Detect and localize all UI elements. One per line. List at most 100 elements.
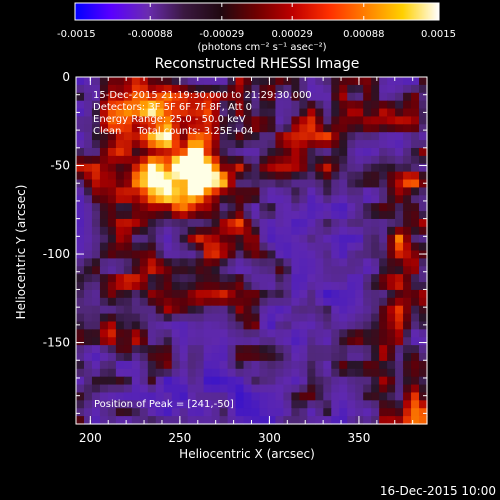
heatmap-cell — [115, 392, 125, 401]
heatmap-cell — [419, 242, 428, 252]
heatmap-cell — [235, 345, 245, 354]
heatmap-cell — [91, 84, 101, 94]
heatmap-cell — [147, 360, 157, 370]
heatmap-cell — [379, 155, 388, 165]
heatmap-cell — [259, 384, 269, 394]
heatmap-cell — [107, 337, 117, 346]
heatmap-cell — [219, 408, 229, 417]
heatmap-cell — [299, 345, 308, 354]
heatmap-cell — [395, 92, 404, 102]
colorbar-ticks: -0.0015 -0.00088 -0.00029 0.00029 0.00088 0.0… — [57, 3, 456, 40]
colorbar-tick-label: -0.00088 — [128, 29, 173, 40]
y-axis-ticks: 0-50-100-150 — [43, 70, 427, 414]
heatmap-cell — [387, 360, 396, 370]
heatmap-cell — [219, 163, 229, 173]
heatmap-cell — [203, 211, 213, 220]
heatmap-cell — [371, 171, 380, 181]
heatmap-cell — [411, 384, 420, 394]
heatmap-cell — [355, 376, 364, 386]
heatmap-cell — [299, 140, 308, 149]
heatmap-cell — [411, 84, 420, 94]
heatmap-cell — [99, 140, 109, 149]
heatmap-cell — [371, 360, 380, 370]
heatmap-cell — [195, 368, 205, 378]
heatmap-cell — [347, 132, 356, 141]
heatmap-cell — [307, 179, 316, 189]
heatmap-cell — [131, 211, 141, 220]
heatmap-cell — [387, 171, 396, 181]
heatmap-cell — [275, 187, 285, 196]
heatmap-cell — [147, 179, 157, 189]
heatmap-cell — [227, 132, 237, 141]
heatmap-cell — [131, 416, 141, 425]
heatmap-cell — [227, 345, 237, 354]
heatmap-cell — [139, 187, 149, 196]
heatmap-cell — [355, 305, 364, 315]
heatmap-cell — [251, 258, 261, 267]
heatmap-cell — [307, 108, 316, 118]
heatmap-cell — [339, 266, 348, 275]
heatmap-cell — [91, 155, 101, 165]
heatmap-cell — [259, 108, 269, 118]
heatmap-cell — [259, 84, 269, 94]
heatmap-cell — [107, 242, 117, 252]
heatmap-cell — [107, 155, 117, 165]
heatmap-cell — [363, 163, 372, 173]
heatmap-cell — [347, 282, 356, 291]
heatmap-cell — [203, 163, 213, 173]
heatmap-cell — [243, 77, 253, 86]
heatmap-cell — [403, 140, 412, 149]
heatmap-cell — [195, 171, 205, 181]
heatmap-cell — [163, 218, 173, 228]
heatmap-cell — [419, 171, 428, 181]
heatmap-cell — [323, 353, 332, 362]
heatmap-cell — [267, 345, 277, 354]
heatmap-cell — [315, 140, 324, 149]
heatmap-cell — [267, 258, 277, 267]
heatmap-cell — [195, 297, 205, 307]
heatmap-cell — [419, 289, 428, 299]
heatmap-cell — [387, 321, 396, 330]
heatmap-cell — [91, 171, 101, 181]
heatmap-cell — [235, 376, 245, 386]
heatmap-cell — [331, 92, 340, 102]
heatmap-cell — [83, 179, 93, 189]
heatmap-cell — [243, 250, 253, 259]
heatmap-cell — [131, 368, 141, 378]
heatmap-cell — [411, 211, 420, 220]
heatmap-cell — [411, 313, 420, 323]
heatmap-cell — [331, 234, 340, 244]
heatmap-cell — [91, 297, 101, 307]
heatmap-cell — [379, 266, 388, 275]
heatmap-cell — [107, 360, 117, 370]
heatmap-cell — [195, 124, 205, 133]
heatmap-cell — [379, 258, 388, 267]
heatmap-cell — [91, 408, 101, 417]
heatmap-cell — [235, 179, 245, 189]
heatmap-cell — [339, 84, 348, 94]
heatmap-cell — [315, 345, 324, 354]
heatmap-cell — [347, 345, 356, 354]
heatmap-cell — [379, 242, 388, 252]
heatmap-cell — [395, 242, 404, 252]
heatmap-cell — [243, 337, 253, 346]
heatmap-cell — [323, 313, 332, 323]
heatmap-cell — [371, 179, 380, 189]
heatmap-cell — [259, 203, 269, 212]
heatmap-cell — [291, 329, 300, 338]
heatmap-cell — [387, 329, 396, 338]
heatmap-cell — [387, 392, 396, 401]
heatmap-cell — [379, 400, 388, 409]
heatmap-cell — [76, 242, 85, 252]
heatmap-cell — [83, 92, 93, 102]
heatmap-cell — [107, 289, 117, 299]
heatmap-cell — [275, 289, 285, 299]
heatmap-cell — [259, 282, 269, 291]
heatmap-cell — [235, 242, 245, 252]
heatmap-cell — [163, 242, 173, 252]
heatmap-cell — [395, 329, 404, 338]
heatmap-cell — [259, 195, 269, 204]
heatmap-cell — [123, 84, 133, 94]
heatmap-cell — [283, 368, 292, 378]
heatmap-cell — [243, 345, 253, 354]
